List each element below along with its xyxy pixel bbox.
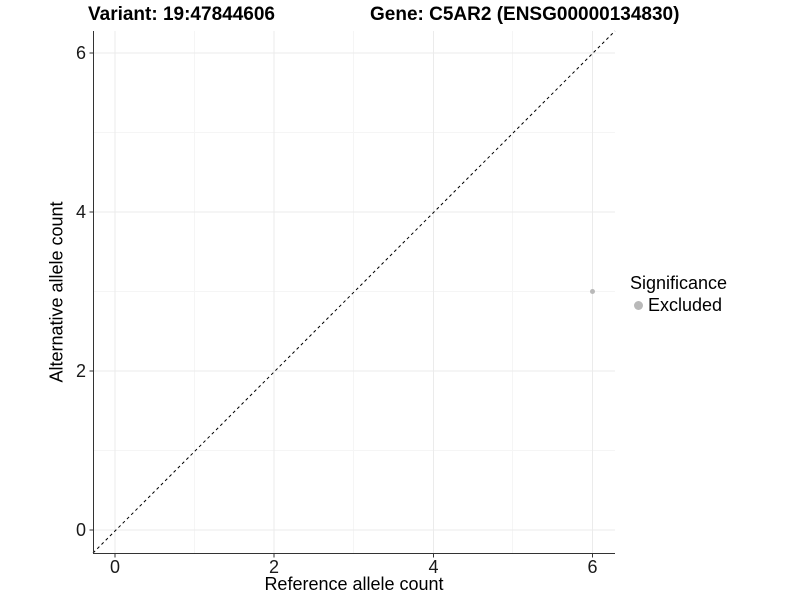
legend-item-label: Excluded — [648, 295, 723, 315]
y-tick-marks — [89, 52, 93, 531]
x-tick-label-4: 4 — [428, 557, 439, 577]
y-tick-label-4: 4 — [75, 202, 86, 222]
legend-item-excluded: Excluded — [630, 295, 727, 316]
legend-title: Significance — [630, 273, 728, 293]
x-tick-label-0: 0 — [109, 557, 120, 577]
variant-title: Variant: 19:47844606 — [88, 4, 275, 25]
y-axis-title: Alternative allele count — [46, 201, 67, 383]
excluded-point-icon — [634, 301, 643, 310]
x-tick-marks — [114, 554, 593, 558]
legend: Significance Excluded — [630, 273, 727, 316]
grid-major-horizontal — [93, 52, 615, 531]
gene-title: Gene: C5AR2 (ENSG00000134830) — [370, 4, 680, 25]
x-tick-label-2: 2 — [268, 557, 279, 577]
x-tick-label-6: 6 — [587, 557, 598, 577]
y-tick-label-0: 0 — [75, 520, 86, 540]
y-tick-label-2: 2 — [75, 361, 86, 381]
y-tick-label-6: 6 — [75, 43, 86, 63]
grid-minor-horizontal — [93, 132, 615, 451]
data-point-excluded — [590, 289, 595, 294]
x-axis-title: Reference allele count — [264, 574, 444, 594]
